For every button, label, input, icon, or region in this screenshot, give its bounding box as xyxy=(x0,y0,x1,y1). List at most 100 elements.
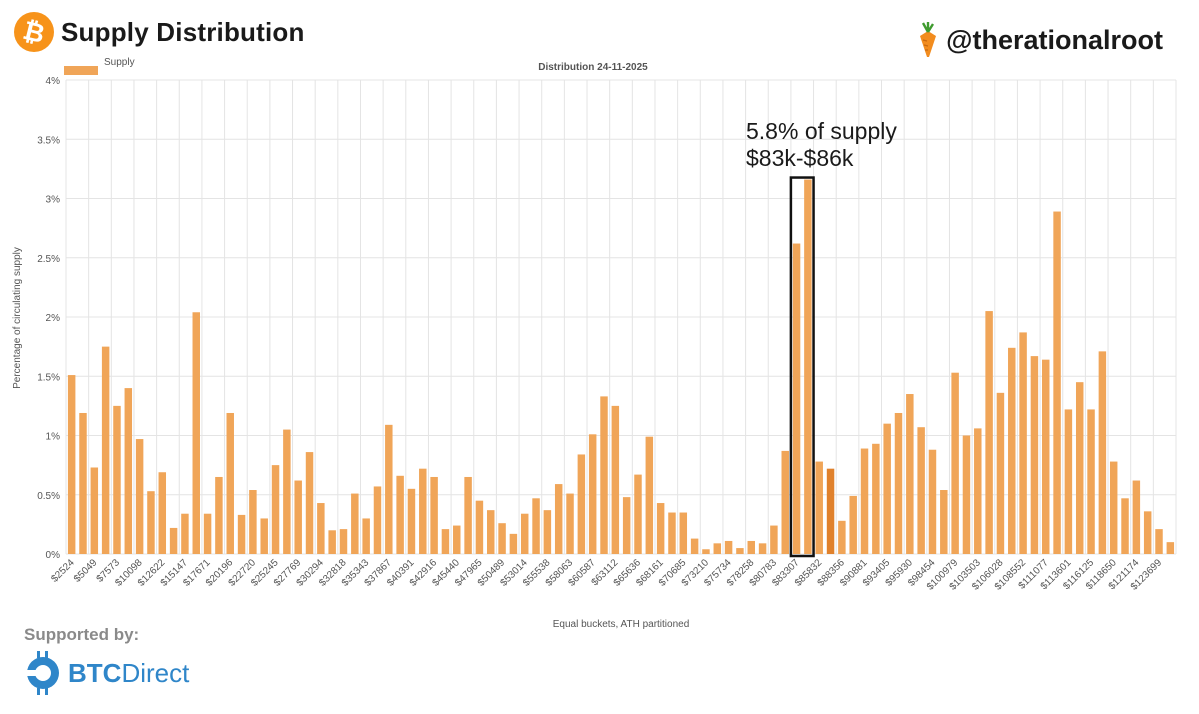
bar xyxy=(237,514,246,554)
bar xyxy=(181,513,189,554)
annotation-line2: $83k-$86k xyxy=(746,145,854,171)
bar xyxy=(373,486,382,554)
bar xyxy=(419,468,427,554)
bar xyxy=(736,548,744,554)
bar xyxy=(101,346,110,554)
bar xyxy=(135,439,144,554)
bar xyxy=(271,465,280,554)
bar xyxy=(396,475,404,554)
bar xyxy=(67,375,76,554)
bar xyxy=(702,549,710,554)
bar xyxy=(226,412,234,554)
bar xyxy=(996,392,1005,554)
author-handle[interactable]: @therationalroot xyxy=(946,24,1163,55)
bar xyxy=(554,484,563,554)
bar xyxy=(1064,409,1073,554)
x-tick-label: $5049 xyxy=(72,557,100,585)
bar xyxy=(962,435,971,554)
bar xyxy=(634,474,642,554)
y-tick-label: 4% xyxy=(46,76,61,87)
bar xyxy=(679,512,688,554)
header-left: ₿ Supply Distribution xyxy=(14,12,305,52)
bar xyxy=(928,449,937,554)
bar xyxy=(509,533,518,554)
bar xyxy=(566,493,574,554)
bar xyxy=(815,461,823,554)
bar xyxy=(917,427,925,554)
bar xyxy=(883,423,891,554)
y-tick-label: 3% xyxy=(46,195,61,206)
bar xyxy=(872,443,880,554)
bar xyxy=(849,495,857,554)
bar xyxy=(543,510,552,554)
y-tick-label: 2% xyxy=(46,313,61,324)
x-tick-label: $2524 xyxy=(49,557,77,585)
bar xyxy=(838,520,846,554)
y-axis-label: Percentage of circulating supply xyxy=(12,247,23,389)
bar xyxy=(339,529,348,554)
y-tick-label: 2.5% xyxy=(37,254,60,265)
bitcoin-icon: ₿ xyxy=(14,12,54,52)
bar xyxy=(860,448,869,554)
bar xyxy=(407,488,416,554)
x-axis-ticks: $2524$5049$7573$10098$12622$15147$17671$… xyxy=(49,557,1164,593)
bar xyxy=(475,500,484,554)
bar xyxy=(1019,332,1027,554)
bar xyxy=(826,468,835,554)
bar xyxy=(894,412,903,554)
bar xyxy=(294,480,302,554)
bar xyxy=(770,525,778,554)
bar xyxy=(645,436,654,554)
bar xyxy=(974,428,982,554)
bar xyxy=(577,454,586,554)
bar xyxy=(464,476,472,554)
chart-title: Distribution 24-11-2025 xyxy=(538,62,648,73)
bar xyxy=(147,491,155,554)
bar xyxy=(1053,211,1061,554)
bar xyxy=(724,540,733,554)
bar xyxy=(1030,356,1039,554)
btcdirect-logo[interactable]: BTC Direct xyxy=(24,650,189,696)
bar xyxy=(1042,359,1050,554)
bar xyxy=(385,424,393,554)
x-axis-label: Equal buckets, ATH partitioned xyxy=(553,619,690,630)
bar xyxy=(906,394,914,554)
legend-swatch xyxy=(64,66,98,75)
bar xyxy=(305,452,314,554)
bar xyxy=(940,490,948,554)
bar xyxy=(441,529,450,554)
y-tick-label: 0.5% xyxy=(37,491,60,502)
bar xyxy=(1132,480,1141,554)
bar xyxy=(690,538,699,554)
bar xyxy=(158,472,167,554)
bar xyxy=(1008,347,1016,554)
bar xyxy=(1155,529,1163,554)
brand-btc: BTC xyxy=(68,657,122,688)
bar xyxy=(90,467,99,554)
bar xyxy=(113,405,121,554)
bar xyxy=(781,450,789,554)
bar xyxy=(317,503,325,554)
y-axis-ticks: 0% 0.5% 1% 1.5% 2% 2.5% 3% 3.5% 4% xyxy=(37,76,60,561)
bar xyxy=(1121,498,1129,554)
bar xyxy=(169,527,178,554)
bar xyxy=(588,434,597,554)
bar xyxy=(79,412,87,554)
bar xyxy=(532,498,540,554)
bar xyxy=(362,518,370,554)
bar xyxy=(260,518,268,554)
bar xyxy=(1143,511,1152,554)
bar xyxy=(203,513,212,554)
y-tick-label: 1.5% xyxy=(37,372,60,383)
bar xyxy=(1075,382,1084,554)
header-right: @therationalroot xyxy=(916,22,1163,58)
bar xyxy=(985,311,993,554)
bar xyxy=(951,372,959,554)
highlight-box xyxy=(789,176,815,558)
carrot-icon xyxy=(920,22,937,57)
bar xyxy=(520,513,529,554)
bar xyxy=(611,405,620,554)
bar xyxy=(668,512,676,554)
annotation-line1: 5.8% of supply xyxy=(746,118,897,144)
